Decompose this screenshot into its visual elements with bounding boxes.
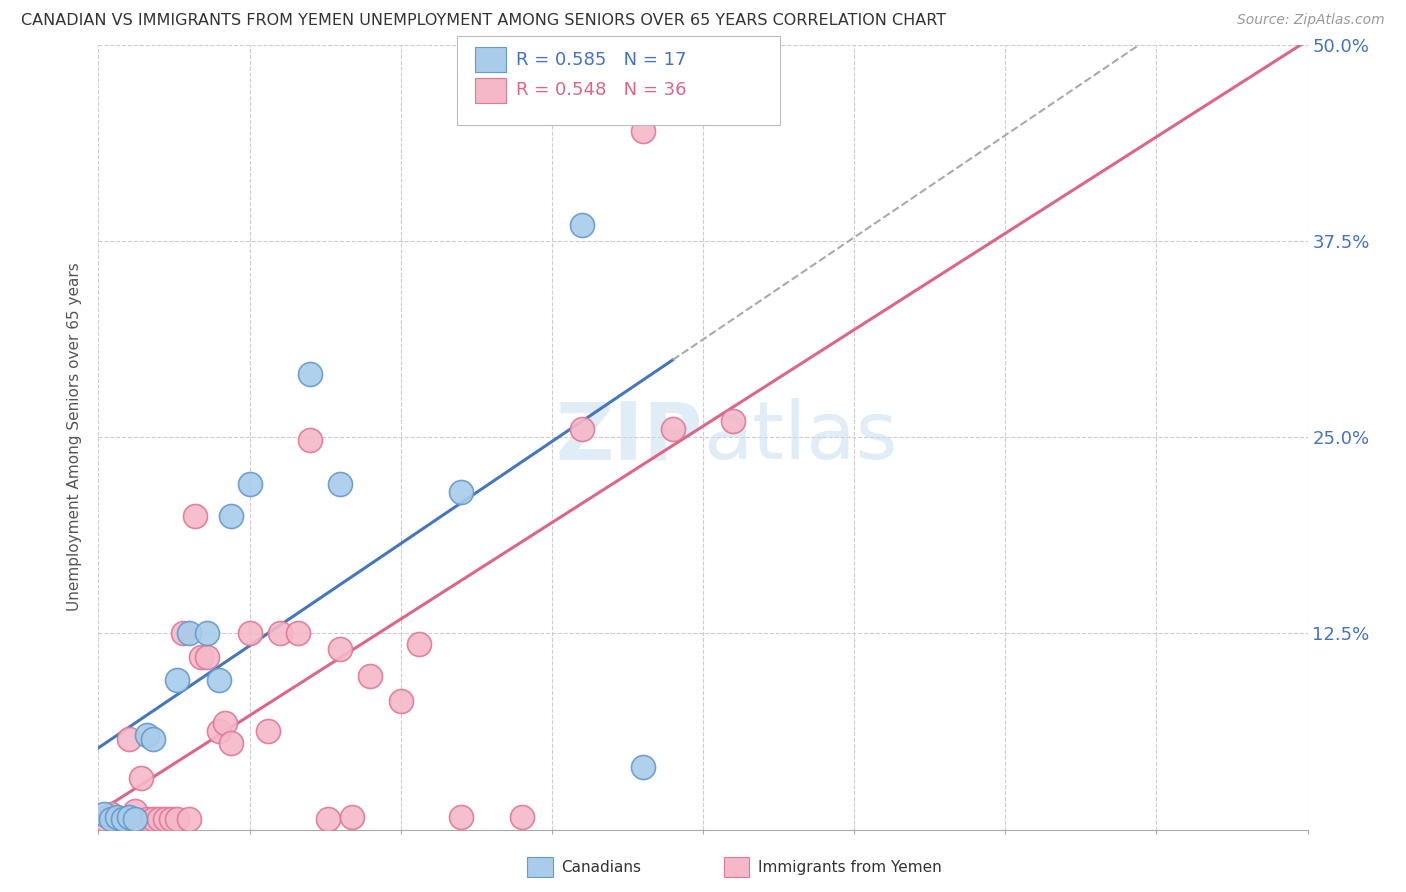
Point (100, 806, 122, 821)
Point (239, 626, 262, 640)
Point (148, 812, 170, 826)
Point (299, 434, 322, 448)
Point (129, 771, 152, 785)
Text: Canadians: Canadians (561, 860, 641, 874)
Point (184, 508, 207, 523)
Point (118, 731, 141, 746)
Point (316, 812, 339, 826)
Point (450, 810, 472, 824)
Point (179, 812, 201, 826)
Point (571, 218, 593, 232)
Point (135, 728, 157, 742)
Text: Immigrants from Yemen: Immigrants from Yemen (758, 860, 942, 874)
Point (179, 626, 201, 640)
Point (661, 422, 683, 436)
Point (111, 812, 134, 826)
Point (118, 810, 141, 824)
Point (221, 736, 243, 750)
Point (105, 810, 128, 824)
Point (100, 812, 122, 826)
Point (256, 723, 278, 738)
Point (510, 810, 533, 824)
Point (329, 642, 352, 657)
Point (208, 723, 231, 738)
Point (166, 812, 188, 826)
Point (111, 812, 134, 826)
Point (571, 422, 593, 436)
Point (195, 626, 218, 640)
Point (124, 812, 146, 826)
Point (142, 812, 165, 826)
Point (124, 804, 146, 818)
Point (135, 812, 157, 826)
Point (166, 673, 188, 688)
Point (631, 760, 654, 774)
Text: R = 0.548   N = 36: R = 0.548 N = 36 (516, 81, 686, 99)
Point (287, 626, 309, 640)
Point (269, 626, 291, 640)
Text: CANADIAN VS IMMIGRANTS FROM YEMEN UNEMPLOYMENT AMONG SENIORS OVER 65 YEARS CORRE: CANADIAN VS IMMIGRANTS FROM YEMEN UNEMPL… (21, 13, 946, 29)
Point (221, 508, 243, 523)
Point (160, 812, 183, 826)
Point (723, 414, 745, 428)
Point (93, 812, 115, 826)
Point (299, 368, 322, 382)
Y-axis label: Unemployment Among Seniors over 65 years: Unemployment Among Seniors over 65 years (67, 263, 83, 611)
Point (329, 477, 352, 491)
Point (172, 626, 194, 640)
Point (195, 649, 218, 664)
Point (208, 673, 231, 688)
Point (342, 810, 364, 824)
Text: Source: ZipAtlas.com: Source: ZipAtlas.com (1237, 13, 1385, 28)
Point (190, 649, 212, 664)
Point (105, 812, 128, 826)
Point (450, 485, 472, 500)
Point (142, 731, 165, 746)
Point (408, 637, 430, 651)
Point (239, 477, 262, 491)
Point (153, 812, 176, 826)
Point (93, 806, 115, 821)
Text: atlas: atlas (703, 398, 897, 476)
Point (360, 669, 382, 683)
Point (214, 715, 236, 730)
Point (631, 124, 654, 138)
Text: ZIP: ZIP (555, 398, 703, 476)
Point (389, 694, 412, 708)
Text: R = 0.585   N = 17: R = 0.585 N = 17 (516, 51, 686, 69)
